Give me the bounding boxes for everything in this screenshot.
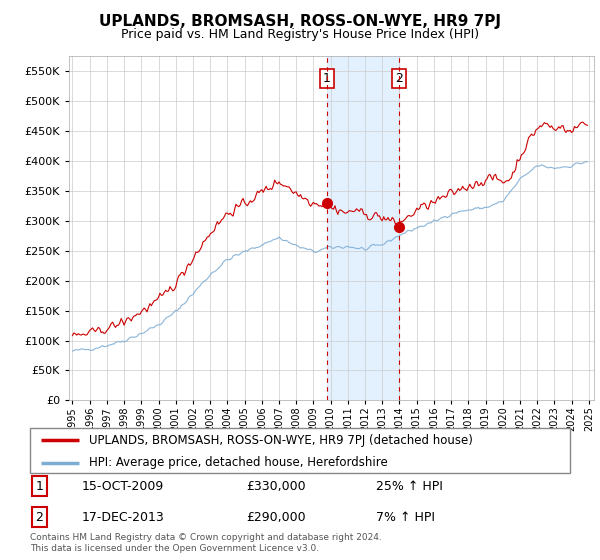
Text: 7% ↑ HPI: 7% ↑ HPI (376, 511, 434, 524)
Text: UPLANDS, BROMSASH, ROSS-ON-WYE, HR9 7PJ: UPLANDS, BROMSASH, ROSS-ON-WYE, HR9 7PJ (99, 14, 501, 29)
Text: 2: 2 (395, 72, 403, 85)
Text: 15-OCT-2009: 15-OCT-2009 (82, 480, 164, 493)
Text: 2: 2 (35, 511, 43, 524)
Text: Contains HM Land Registry data © Crown copyright and database right 2024.
This d: Contains HM Land Registry data © Crown c… (30, 533, 382, 553)
Text: UPLANDS, BROMSASH, ROSS-ON-WYE, HR9 7PJ (detached house): UPLANDS, BROMSASH, ROSS-ON-WYE, HR9 7PJ … (89, 434, 473, 447)
Text: £290,000: £290,000 (246, 511, 305, 524)
Text: 17-DEC-2013: 17-DEC-2013 (82, 511, 164, 524)
Text: £330,000: £330,000 (246, 480, 305, 493)
Text: 1: 1 (35, 480, 43, 493)
Text: 25% ↑ HPI: 25% ↑ HPI (376, 480, 442, 493)
Text: 1: 1 (323, 72, 331, 85)
FancyBboxPatch shape (30, 428, 570, 473)
Text: HPI: Average price, detached house, Herefordshire: HPI: Average price, detached house, Here… (89, 456, 388, 469)
Bar (327, 56, 399, 400)
Text: Price paid vs. HM Land Registry's House Price Index (HPI): Price paid vs. HM Land Registry's House … (121, 28, 479, 41)
